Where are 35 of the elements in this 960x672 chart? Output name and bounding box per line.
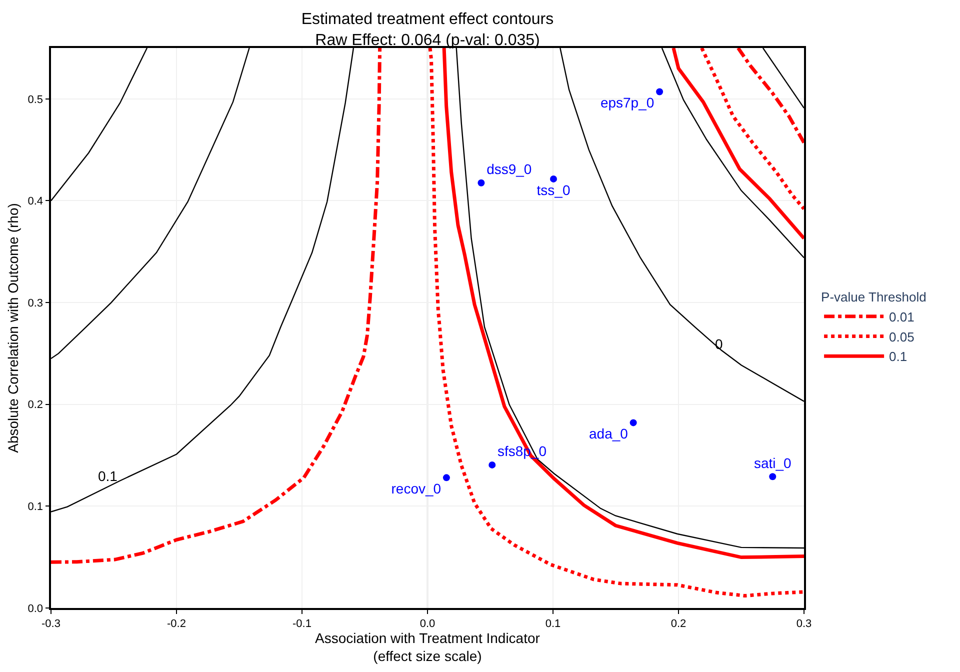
chart-subtitle: Raw Effect: 0.064 (p-val: 0.035) <box>315 32 540 49</box>
x-tick-label: 0.0 <box>420 618 436 630</box>
y-tick-label: 0.5 <box>28 94 44 106</box>
y-tick-label: 0.2 <box>28 399 44 412</box>
x-axis-title: Association with Treatment Indicator (effect size scale) <box>315 630 540 664</box>
data-label: eps7p_0 <box>600 94 654 111</box>
y-tick-label: 0.0 <box>28 602 44 615</box>
legend-label: 0.05 <box>889 329 914 344</box>
annotation: 0.1 <box>98 468 118 484</box>
legend-label: 0.1 <box>889 349 908 364</box>
point <box>630 419 637 426</box>
point <box>769 473 776 480</box>
point <box>442 474 450 482</box>
x-tick-label: -0.1 <box>292 618 312 630</box>
legend-title: P-value Threshold <box>821 289 926 304</box>
x-tick-label: 0.2 <box>670 618 686 630</box>
data-label: tss_0 <box>536 182 570 198</box>
x-tick-label: -0.2 <box>167 618 186 630</box>
data-label: ada_0 <box>589 426 628 442</box>
x-tick-label: -0.3 <box>42 618 60 630</box>
data-label: sati_0 <box>754 454 792 471</box>
data-label: recov_0 <box>391 480 442 497</box>
point <box>550 175 557 182</box>
point <box>656 88 664 96</box>
y-tick-label: 0.3 <box>28 297 44 310</box>
chart-title: Estimated treatment effect contours <box>301 11 554 28</box>
data-label: dss9_0 <box>486 161 532 178</box>
point <box>478 179 485 186</box>
y-tick-label: 0.4 <box>28 196 44 208</box>
point <box>488 461 496 468</box>
x-tick-label: 0.1 <box>545 618 561 630</box>
x-tick-label: 0.3 <box>796 618 812 630</box>
y-axis-title: Absolute Correlation with Outcome (rho) <box>4 203 21 453</box>
legend-label: 0.01 <box>889 309 914 324</box>
y-tick-label: 0.1 <box>28 501 44 514</box>
